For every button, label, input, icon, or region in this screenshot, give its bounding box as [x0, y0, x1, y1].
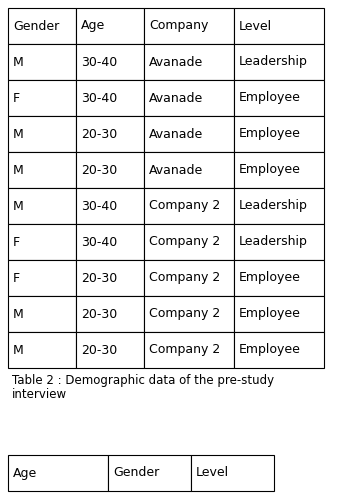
Text: Table 2 : Demographic data of the pre-study: Table 2 : Demographic data of the pre-st…	[12, 374, 274, 387]
Bar	[8, 152, 76, 188]
Text: 30-40: 30-40	[81, 236, 117, 248]
Text: Company 2: Company 2	[149, 236, 220, 248]
Text: 20-30: 20-30	[81, 308, 117, 320]
Text: Leadership: Leadership	[239, 56, 308, 69]
Bar	[144, 152, 234, 188]
Text: Avanade: Avanade	[149, 128, 203, 141]
Bar	[234, 152, 324, 188]
Bar	[234, 224, 324, 260]
Bar	[76, 188, 144, 224]
Text: Leadership: Leadership	[239, 200, 308, 212]
Text: F: F	[13, 92, 20, 105]
Text: M: M	[13, 164, 24, 176]
Text: 20-30: 20-30	[81, 128, 117, 141]
Bar	[234, 8, 324, 44]
Text: Avanade: Avanade	[149, 92, 203, 105]
Text: F: F	[13, 236, 20, 248]
Text: Employee: Employee	[239, 272, 301, 284]
Bar	[234, 44, 324, 80]
Text: M: M	[13, 200, 24, 212]
Bar	[76, 44, 144, 80]
Text: 30-40: 30-40	[81, 92, 117, 105]
Text: Employee: Employee	[239, 344, 301, 356]
Text: Employee: Employee	[239, 164, 301, 176]
Bar	[8, 296, 76, 332]
Bar	[76, 8, 144, 44]
Text: M: M	[13, 56, 24, 69]
Bar	[144, 44, 234, 80]
Bar	[108, 455, 191, 491]
Bar	[8, 80, 76, 116]
Text: 30-40: 30-40	[81, 56, 117, 69]
Text: 30-40: 30-40	[81, 200, 117, 212]
Bar	[76, 332, 144, 368]
Bar	[234, 260, 324, 296]
Text: Company 2: Company 2	[149, 272, 220, 284]
Bar	[76, 296, 144, 332]
Text: Company: Company	[149, 20, 208, 33]
Text: Level: Level	[196, 466, 229, 480]
Text: Company 2: Company 2	[149, 200, 220, 212]
Bar	[234, 188, 324, 224]
Bar	[144, 80, 234, 116]
Bar	[8, 224, 76, 260]
Text: 20-30: 20-30	[81, 272, 117, 284]
Bar	[8, 455, 108, 491]
Bar	[76, 80, 144, 116]
Text: Employee: Employee	[239, 92, 301, 105]
Bar	[144, 224, 234, 260]
Bar	[76, 260, 144, 296]
Text: 20-30: 20-30	[81, 344, 117, 356]
Text: M: M	[13, 308, 24, 320]
Bar	[76, 224, 144, 260]
Text: Leadership: Leadership	[239, 236, 308, 248]
Text: Company 2: Company 2	[149, 308, 220, 320]
Bar	[8, 332, 76, 368]
Bar	[144, 116, 234, 152]
Text: Company 2: Company 2	[149, 344, 220, 356]
Text: M: M	[13, 344, 24, 356]
Bar	[191, 455, 274, 491]
Text: Gender: Gender	[113, 466, 159, 480]
Bar	[234, 80, 324, 116]
Text: Age: Age	[81, 20, 105, 33]
Text: Level: Level	[239, 20, 272, 33]
Text: Age: Age	[13, 466, 37, 480]
Bar	[8, 260, 76, 296]
Bar	[76, 152, 144, 188]
Text: Employee: Employee	[239, 308, 301, 320]
Text: Avanade: Avanade	[149, 164, 203, 176]
Bar	[8, 8, 76, 44]
Bar	[234, 296, 324, 332]
Text: 20-30: 20-30	[81, 164, 117, 176]
Bar	[144, 296, 234, 332]
Bar	[144, 8, 234, 44]
Bar	[144, 332, 234, 368]
Text: Gender: Gender	[13, 20, 59, 33]
Text: Employee: Employee	[239, 128, 301, 141]
Bar	[234, 116, 324, 152]
Bar	[76, 116, 144, 152]
Text: F: F	[13, 272, 20, 284]
Bar	[144, 260, 234, 296]
Text: M: M	[13, 128, 24, 141]
Text: interview: interview	[12, 388, 67, 401]
Bar	[8, 44, 76, 80]
Bar	[234, 332, 324, 368]
Text: Avanade: Avanade	[149, 56, 203, 69]
Bar	[8, 188, 76, 224]
Bar	[8, 116, 76, 152]
Bar	[144, 188, 234, 224]
